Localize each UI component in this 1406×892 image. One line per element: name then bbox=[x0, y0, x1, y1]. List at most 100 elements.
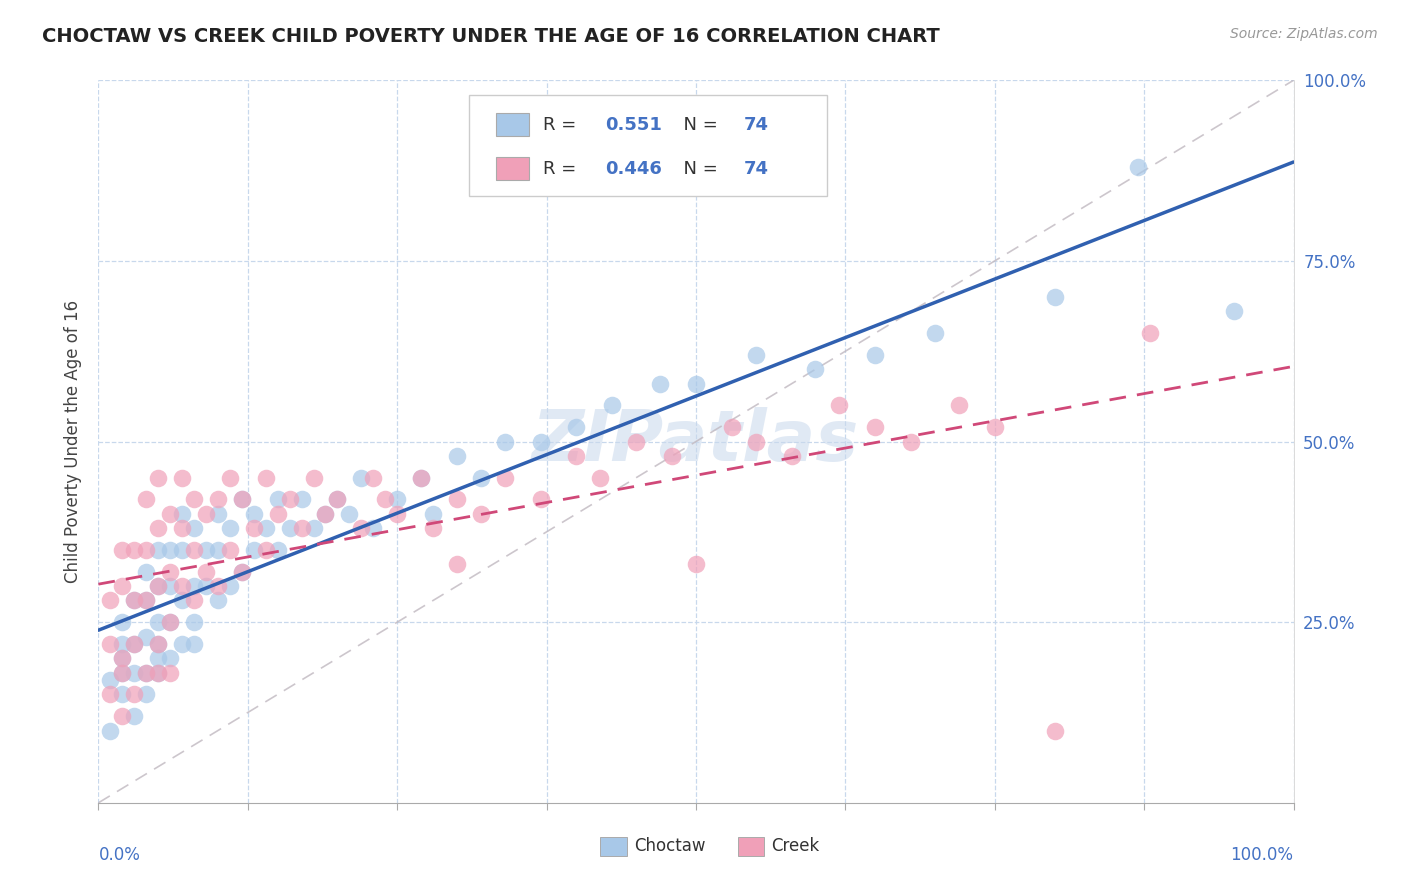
Text: 74: 74 bbox=[744, 160, 769, 178]
Point bbox=[124, 687, 146, 701]
Point bbox=[98, 593, 122, 607]
Point bbox=[385, 492, 409, 507]
Text: 74: 74 bbox=[744, 116, 769, 134]
Point bbox=[135, 665, 157, 680]
Point bbox=[159, 565, 181, 579]
Point bbox=[363, 470, 385, 484]
Point bbox=[111, 542, 134, 557]
Point bbox=[254, 470, 277, 484]
Point bbox=[1128, 160, 1150, 174]
Point bbox=[446, 492, 468, 507]
Point bbox=[183, 637, 205, 651]
Point bbox=[111, 709, 134, 723]
Point bbox=[267, 542, 290, 557]
Point bbox=[98, 673, 122, 687]
Point bbox=[350, 470, 373, 484]
Point bbox=[148, 470, 170, 484]
Point bbox=[172, 637, 194, 651]
Point bbox=[470, 507, 492, 521]
Point bbox=[148, 579, 170, 593]
Point bbox=[219, 521, 242, 535]
Point bbox=[411, 470, 433, 484]
Point bbox=[661, 449, 683, 463]
Point bbox=[207, 542, 229, 557]
Point bbox=[565, 449, 588, 463]
Point bbox=[326, 492, 349, 507]
Text: R =: R = bbox=[543, 160, 582, 178]
Point bbox=[124, 593, 146, 607]
Point bbox=[148, 579, 170, 593]
Point bbox=[470, 470, 492, 484]
Point bbox=[219, 542, 242, 557]
Text: N =: N = bbox=[672, 116, 724, 134]
Point bbox=[159, 665, 181, 680]
Text: 0.446: 0.446 bbox=[606, 160, 662, 178]
Point bbox=[254, 542, 277, 557]
Point bbox=[111, 665, 134, 680]
Text: Source: ZipAtlas.com: Source: ZipAtlas.com bbox=[1230, 27, 1378, 41]
Point bbox=[207, 492, 229, 507]
Point bbox=[135, 542, 157, 557]
Point bbox=[231, 565, 253, 579]
Point bbox=[183, 593, 205, 607]
Point bbox=[291, 521, 314, 535]
Point bbox=[207, 579, 229, 593]
Point bbox=[1043, 290, 1066, 304]
Point bbox=[207, 593, 229, 607]
Point bbox=[422, 521, 444, 535]
Point bbox=[219, 579, 242, 593]
Point bbox=[98, 687, 122, 701]
FancyBboxPatch shape bbox=[470, 95, 827, 196]
Point bbox=[219, 470, 242, 484]
Point bbox=[745, 348, 768, 362]
Point bbox=[231, 492, 253, 507]
Text: 100.0%: 100.0% bbox=[1230, 847, 1294, 864]
Point bbox=[172, 542, 194, 557]
Point bbox=[111, 637, 134, 651]
Point bbox=[326, 492, 349, 507]
Point bbox=[350, 521, 373, 535]
Point bbox=[1139, 326, 1161, 340]
Point bbox=[626, 434, 648, 449]
Point bbox=[124, 542, 146, 557]
Point bbox=[243, 542, 266, 557]
Point bbox=[159, 542, 181, 557]
Point bbox=[111, 651, 134, 665]
Point bbox=[363, 521, 385, 535]
Point bbox=[315, 507, 337, 521]
Text: CHOCTAW VS CREEK CHILD POVERTY UNDER THE AGE OF 16 CORRELATION CHART: CHOCTAW VS CREEK CHILD POVERTY UNDER THE… bbox=[42, 27, 941, 45]
Point bbox=[111, 687, 134, 701]
Point bbox=[148, 615, 170, 630]
Point bbox=[828, 398, 851, 412]
Point bbox=[243, 521, 266, 535]
Point bbox=[148, 665, 170, 680]
Point bbox=[1043, 723, 1066, 738]
Point bbox=[111, 579, 134, 593]
Point bbox=[135, 687, 157, 701]
Point bbox=[302, 521, 325, 535]
Point bbox=[745, 434, 768, 449]
Point bbox=[98, 637, 122, 651]
Point bbox=[135, 665, 157, 680]
Point bbox=[685, 558, 707, 572]
Point bbox=[195, 579, 218, 593]
Text: Choctaw: Choctaw bbox=[634, 838, 706, 855]
Point bbox=[589, 470, 612, 484]
Point bbox=[172, 470, 194, 484]
Point bbox=[721, 420, 744, 434]
Point bbox=[195, 507, 218, 521]
FancyBboxPatch shape bbox=[738, 838, 763, 855]
Point bbox=[124, 593, 146, 607]
Point bbox=[685, 376, 707, 391]
Point bbox=[159, 507, 181, 521]
Point bbox=[278, 521, 301, 535]
Point bbox=[231, 565, 253, 579]
Point bbox=[207, 507, 229, 521]
Point bbox=[159, 615, 181, 630]
Point bbox=[183, 492, 205, 507]
Text: R =: R = bbox=[543, 116, 582, 134]
Point bbox=[124, 665, 146, 680]
Point bbox=[148, 637, 170, 651]
Point bbox=[780, 449, 803, 463]
Point bbox=[111, 615, 134, 630]
